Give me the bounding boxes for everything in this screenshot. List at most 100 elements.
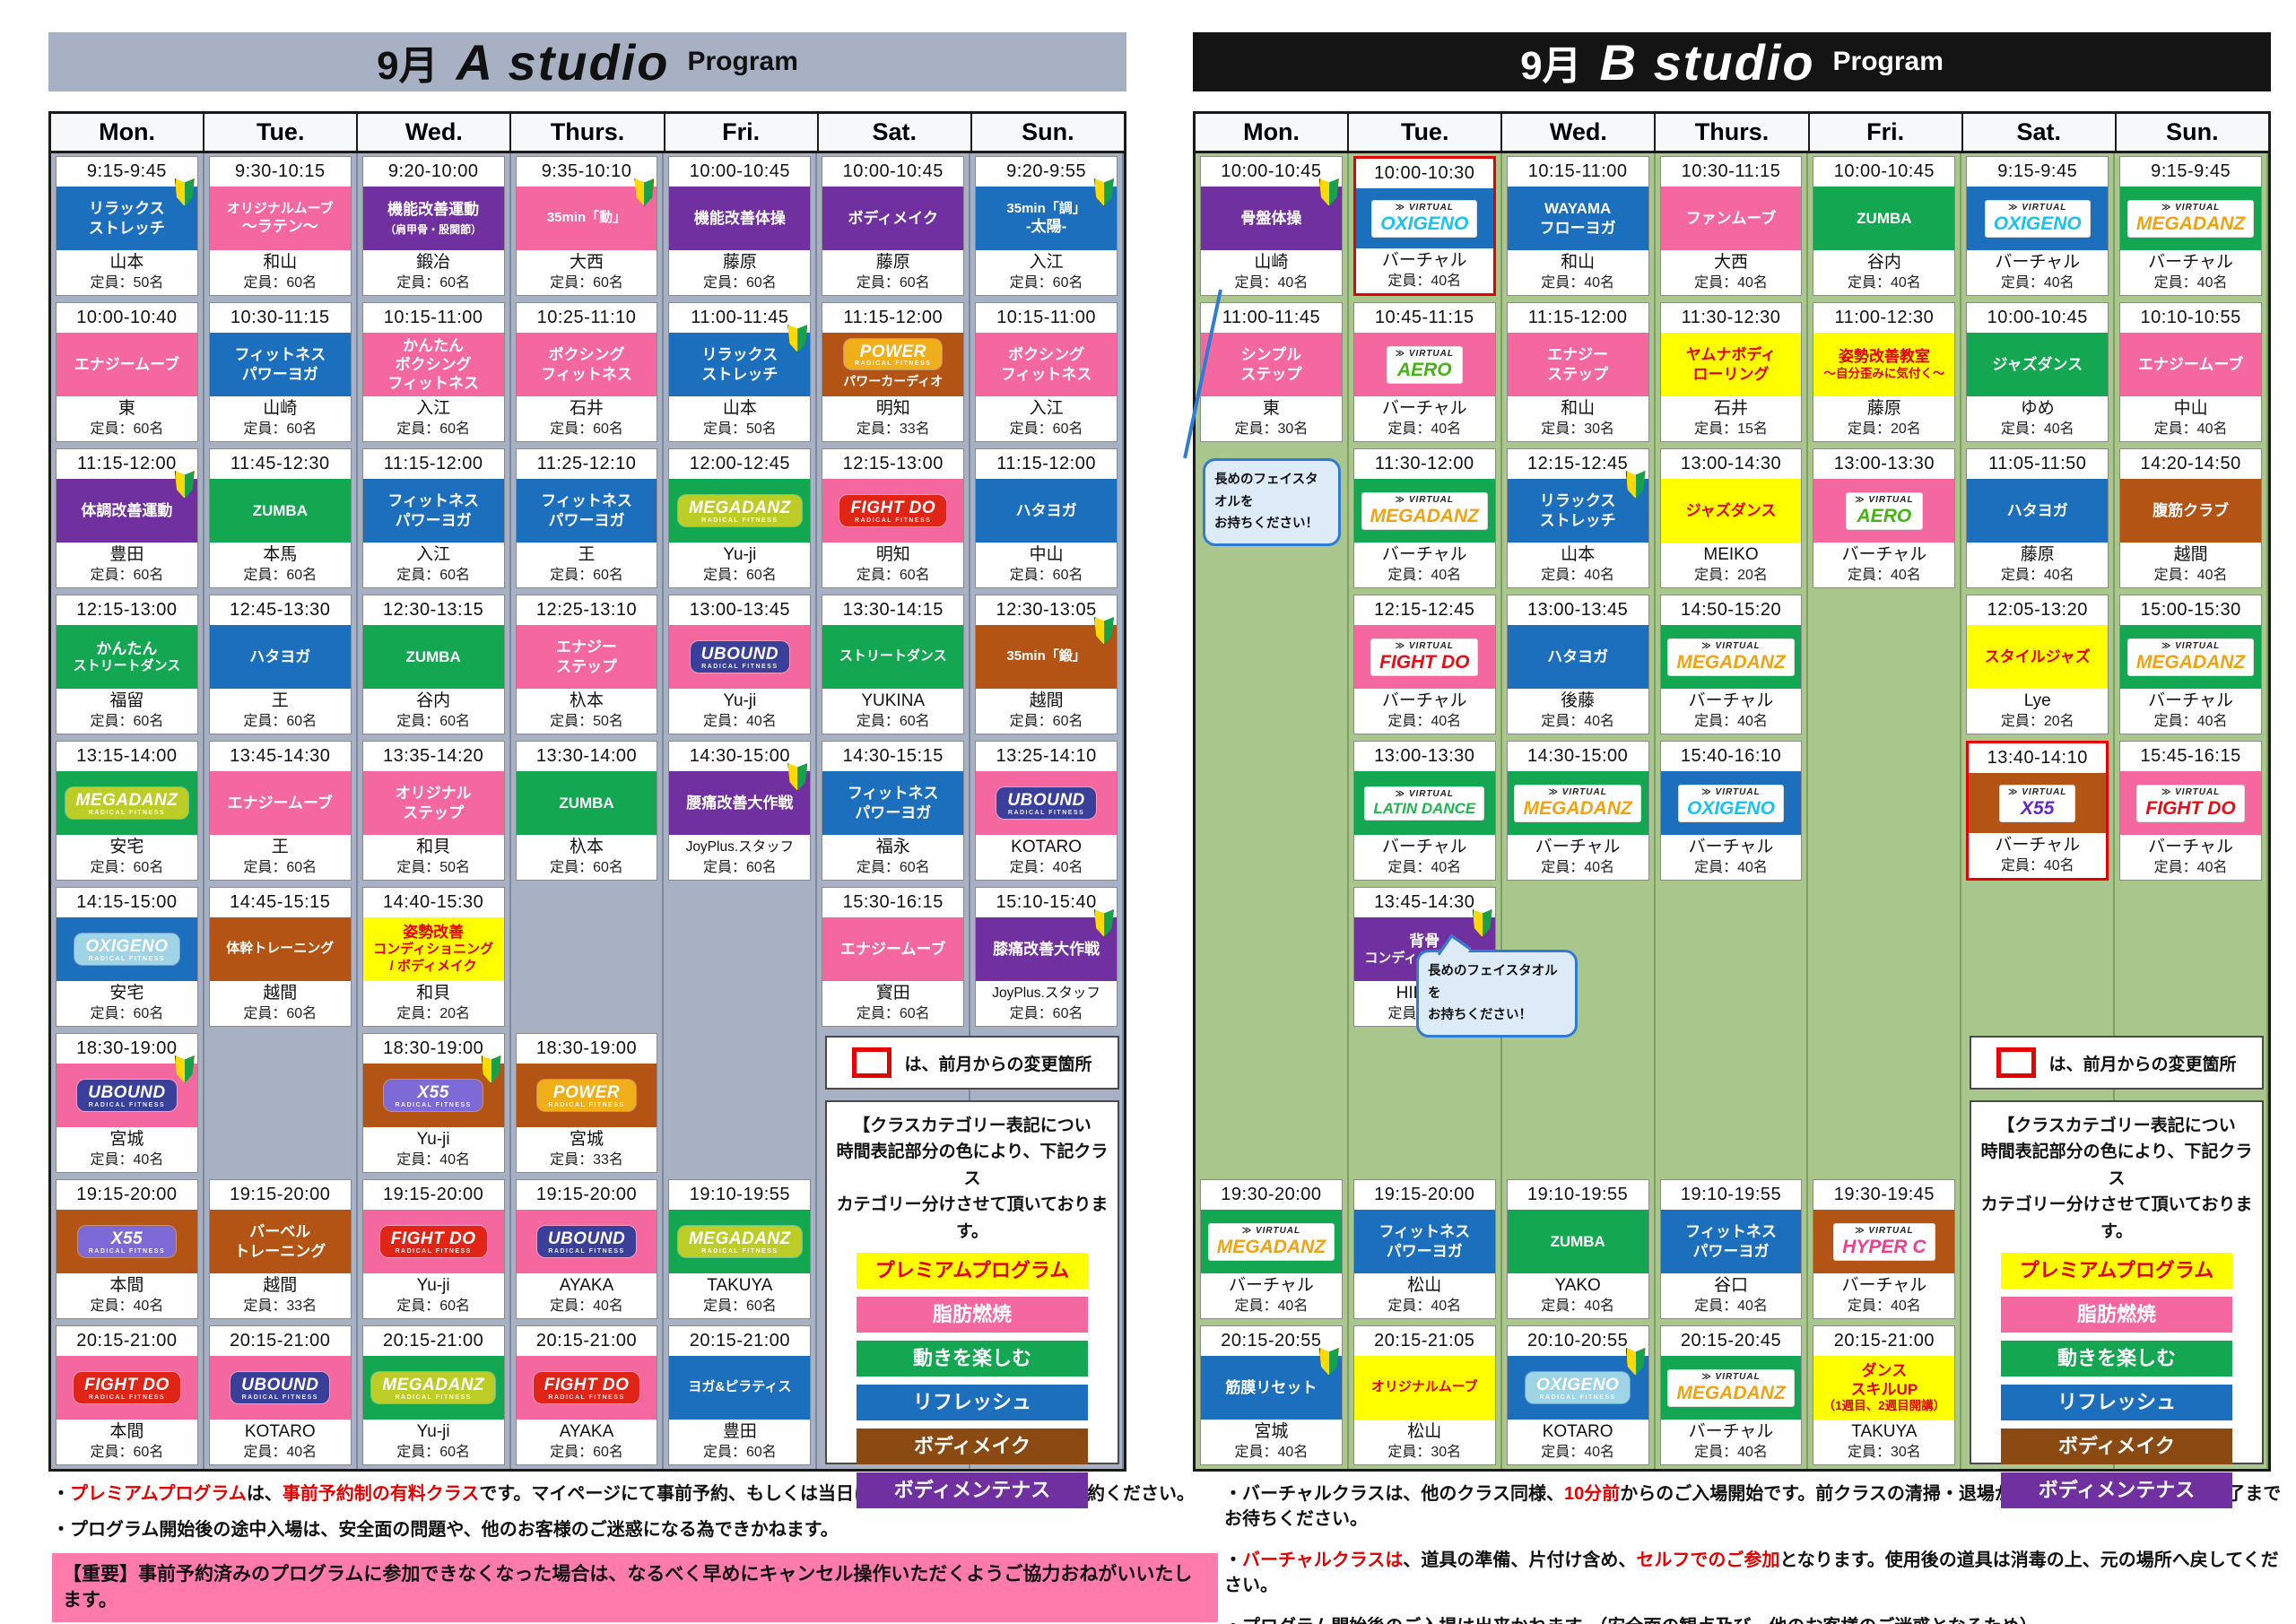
class-card: 13:00-13:45 ハタヨガ 後藤 定員：40名 [1506, 595, 1649, 734]
change-legend-label: は、前月からの変更箇所 [2048, 1055, 2237, 1074]
class-time: 11:15-12:00 [1527, 308, 1628, 327]
instructor-name: 藤原 [722, 253, 757, 272]
schedule-table: Mon. Tue. Wed. Thurs. Fri. Sat. Sun. 9:15-9:45 リ… [48, 111, 1126, 1509]
schedule-slot: 19:15-20:00 バーベル トレーニング 越間 定員：33名 [205, 1177, 355, 1323]
capacity-label: 定員：60名 [856, 275, 930, 291]
class-name-line: ヨガ&ピラティス [688, 1379, 792, 1395]
class-card: 19:10-19:55 MEGADANZ RADICAL FITNESS TAKUYA… [668, 1179, 812, 1319]
class-card: 10:00-10:45 骨盤体操 山崎 定員：40名 [1200, 156, 1343, 296]
class-card: 11:15-12:00 体調改善運動 豊田 定員：60名 [56, 448, 198, 588]
schedule-slot: 14:15-15:00 OXIGENO RADICAL FITNESS 安宅 定員：60… [52, 884, 202, 1030]
brand-logo: UBOUND RADICAL FITNESS [77, 1080, 177, 1111]
class-name-line: パワーヨガ [395, 511, 472, 529]
instructor-name: MEIKO [1703, 545, 1759, 564]
schedule-table: Mon. Tue. Wed. Thurs. Fri. Sat. Sun. 10:00-10:4… [1183, 111, 2271, 1509]
schedule-slot: 10:30-11:15 フィットネス パワーヨガ 山崎 定員：60名 [205, 300, 355, 446]
class-name-block: FIGHT DO RADICAL FITNESS [516, 1356, 657, 1420]
class-time: 9:15-9:45 [86, 161, 167, 181]
category-bar: ボディメンテナス [2000, 1472, 2233, 1509]
instructor-name: JoyPlus.スタッフ [992, 986, 1100, 1001]
class-card: 20:15-21:00 FIGHT DO RADICAL FITNESS AYAKA 定… [515, 1325, 658, 1465]
instructor-name: 和山 [263, 253, 298, 272]
capacity-label: 定員：33名 [243, 1298, 317, 1314]
class-name-block: ZUMBA [1507, 1210, 1648, 1273]
brand-sublabel: RADICAL FITNESS [701, 663, 778, 670]
brand-logo: FIGHT DO RADICAL FITNESS [74, 1372, 180, 1403]
class-card: 20:15-21:00 MEGADANZ RADICAL FITNESS Yu-ji 定… [361, 1325, 505, 1465]
class-card: 11:45-12:30 ZUMBA 本馬 定員：60名 [208, 448, 352, 588]
schedule-slot: 10:15-11:00 かんたん ボクシング フィットネス 入江 定員：60名 [359, 300, 509, 446]
schedule-slot: 20:15-21:00 ダンス スキルUP （1週目、2週目開講） TAKUYA 定員：3… [1809, 1323, 1959, 1469]
schedule-slot: 10:00-10:45 骨盤体操 山崎 定員：40名 [1196, 153, 1346, 300]
class-name-block: 体調改善運動 [57, 471, 197, 543]
brand-sublabel: RADICAL FITNESS [1007, 809, 1085, 816]
instructor-name: 安宅 [109, 984, 144, 1003]
capacity-label: 定員：15名 [1694, 421, 1768, 437]
day-header: Mon. [1196, 114, 1350, 151]
day-header: Thurs. [511, 114, 665, 151]
class-card: 10:25-11:10 ボクシング フィットネス 石井 定員：60名 [515, 302, 658, 442]
instructor-name: 和山 [1561, 399, 1596, 418]
instructor-name: KOTARO [1011, 838, 1082, 856]
class-card: 12:15-13:00 FIGHT DO RADICAL FITNESS 明知 定員：6… [822, 448, 965, 588]
brand-name: MEGADANZ [2135, 651, 2246, 673]
class-card: 12:00-12:45 MEGADANZ RADICAL FITNESS Yu-ji 定… [668, 448, 812, 588]
class-time: 12:25-13:10 [535, 600, 638, 620]
class-time: 14:30-15:00 [1527, 746, 1629, 766]
category-legend-title: 時間表記部分の色により、下記クラス [1980, 1142, 2253, 1188]
brand-name: OXIGENO [85, 937, 169, 957]
day-column: 10:00-10:45 骨盤体操 山崎 定員：40名 11:00-11:45 シンプル ステ… [1196, 153, 1349, 1469]
brand-name: MEGADANZ [1676, 651, 1786, 673]
class-time: 11:00-12:30 [1834, 308, 1935, 327]
title-program-label: Program [687, 47, 798, 76]
towel-note-callout: 長めのフェイスタオルを お持ちください！ [1203, 458, 1341, 546]
category-legend: 【クラスカテゴリー表記につい 時間表記部分の色により、下記クラス カテゴリー分けさせ… [1970, 1100, 2264, 1509]
instructor-name: 明知 [875, 545, 910, 564]
brand-logo: UBOUND RADICAL FITNESS [996, 787, 1096, 819]
instructor-name: 大西 [570, 253, 604, 272]
schedule-slot: 11:30-12:30 ヤムナボディ ローリング 石井 定員：15名 [1657, 300, 1806, 446]
class-time: 13:00-13:45 [1527, 600, 1629, 620]
capacity-label: 定員：40名 [1387, 568, 1462, 583]
class-name-line: ストレッチ [88, 219, 165, 237]
brand-logo: X55 RADICAL FITNESS [77, 1226, 177, 1257]
day-header: Sat. [1963, 114, 2117, 151]
class-time: 19:30-19:45 [1833, 1185, 1935, 1204]
instructor-name: 和貝 [416, 838, 451, 856]
title-program-label: Program [1832, 47, 1944, 76]
class-card: 14:15-15:00 OXIGENO RADICAL FITNESS 安宅 定員：60… [56, 887, 198, 1027]
instructor-name: バーチャル [1381, 691, 1467, 710]
day-header: Wed. [1502, 114, 1657, 151]
class-time: 20:15-21:00 [230, 1331, 331, 1350]
class-name-line: エナジームーブ [839, 940, 946, 958]
capacity-label: 定員：60名 [396, 421, 471, 437]
class-name-line: シンプル [1240, 346, 1302, 364]
schedule-slot: 10:30-11:15 ファンムーブ 大西 定員：40名 [1657, 153, 1806, 300]
capacity-label: 定員：33名 [550, 1152, 623, 1168]
class-time: 10:00-10:30 [1374, 163, 1475, 183]
class-name-block: ジャズダンス [1967, 333, 2109, 396]
schedule-slot: 9:30-10:15 オリジナルムーブ ～ラテン～ 和山 定員：60名 [205, 153, 355, 300]
class-time: 14:30-15:15 [842, 746, 944, 766]
category-bar: リフレッシュ [2000, 1385, 2233, 1421]
instructor-name: バーチャル [1535, 838, 1621, 856]
class-name-block: ZUMBA [1813, 187, 1955, 250]
schedule-slot: 12:25-13:10 エナジー ステップ 杁本 定員：50名 [512, 592, 662, 738]
class-card: 9:20-9:55 35min「調」 -太陽- 入江 定員：60名 [975, 156, 1118, 296]
class-name-line: オリジナル [395, 785, 472, 803]
beginner-mark-icon [174, 471, 195, 499]
beginner-mark-icon [174, 178, 195, 206]
class-name-block: ボクシング フィットネス [976, 333, 1118, 396]
class-name-line: ～ラテン～ [241, 218, 318, 236]
class-time: 13:25-14:10 [996, 746, 1097, 766]
